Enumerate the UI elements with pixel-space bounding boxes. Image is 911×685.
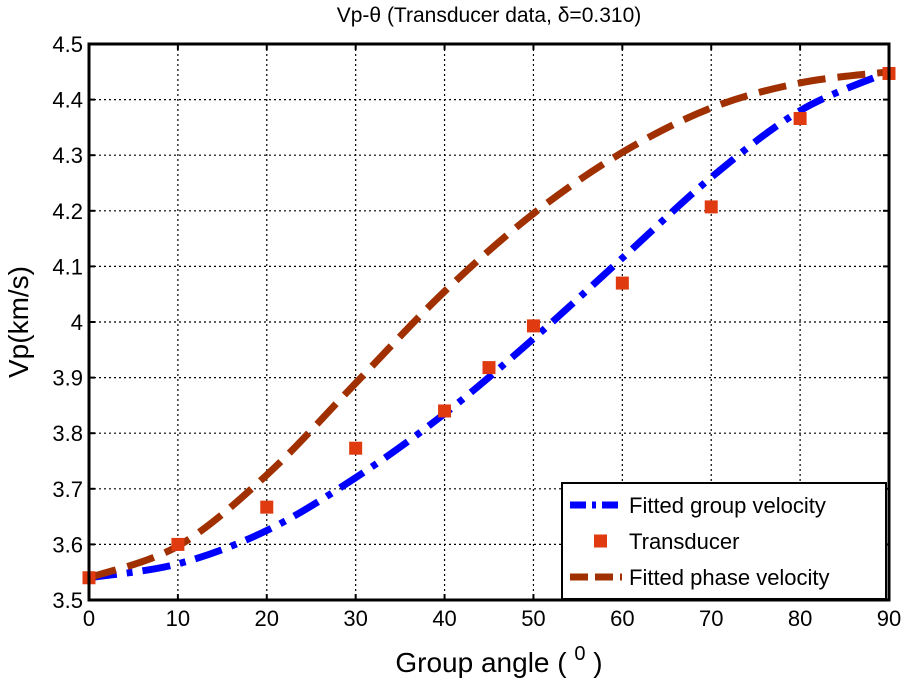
marker-point-5 [482, 361, 496, 375]
legend-label-1: Transducer [629, 529, 739, 554]
marker-point-9 [793, 112, 807, 126]
x-tick-label-3: 30 [343, 606, 367, 631]
y-tick-label-7: 4.2 [52, 199, 83, 224]
y-tick-label-8: 4.3 [52, 143, 83, 168]
x-tick-label-0: 0 [83, 606, 95, 631]
tick-labels: 0 10 20 30 40 50 60 70 80 90 3.5 3.6 3.7 3.8 3.9 4 4.1 4.… [52, 32, 901, 631]
x-tick-label-6: 60 [610, 606, 634, 631]
marker-point-8 [704, 200, 718, 214]
x-axis-label-suffix: ) [593, 647, 602, 678]
series-layer [82, 66, 896, 585]
legend-marker-1 [594, 534, 607, 548]
y-axis-label: Vp(km/s) [3, 266, 34, 378]
x-tick-label-2: 20 [255, 606, 279, 631]
y-tick-label-4: 3.9 [52, 366, 83, 391]
y-tick-label-0: 3.5 [52, 588, 83, 613]
y-tick-label-1: 3.6 [52, 532, 83, 557]
marker-point-7 [615, 276, 629, 290]
marker-point-4 [438, 404, 452, 418]
y-tick-label-2: 3.7 [52, 477, 83, 502]
marker-point-2 [260, 500, 274, 514]
x-axis-label-text: Group angle ( [395, 647, 567, 678]
series-line-0 [88, 68, 891, 582]
x-tick-label-5: 50 [521, 606, 545, 631]
marker-point-3 [349, 441, 363, 455]
x-tick-label-8: 80 [788, 606, 812, 631]
x-tick-label-9: 90 [877, 606, 901, 631]
y-tick-label-3: 3.8 [52, 421, 83, 446]
y-tick-label-10: 4.5 [52, 32, 83, 57]
marker-point-6 [526, 319, 540, 333]
y-tick-label-5: 4 [71, 310, 83, 335]
y-tick-label-9: 4.4 [52, 88, 83, 113]
x-axis-label-superscript: 0 [574, 643, 585, 665]
legend-label-0: Fitted group velocity [629, 493, 826, 518]
marker-point-1 [171, 537, 185, 551]
x-tick-label-4: 40 [432, 606, 456, 631]
x-axis-label: Group angle ( 0 ) [395, 635, 602, 678]
legend: Fitted group velocity Transducer Fitted ph… [561, 482, 887, 600]
x-tick-label-1: 10 [166, 606, 190, 631]
y-tick-label-6: 4.1 [52, 254, 83, 279]
x-tick-label-7: 70 [699, 606, 723, 631]
legend-label-2: Fitted phase velocity [629, 565, 830, 590]
series-line-1 [87, 68, 890, 582]
chart-title: Vp-θ (Transducer data, δ=0.310) [337, 4, 642, 27]
